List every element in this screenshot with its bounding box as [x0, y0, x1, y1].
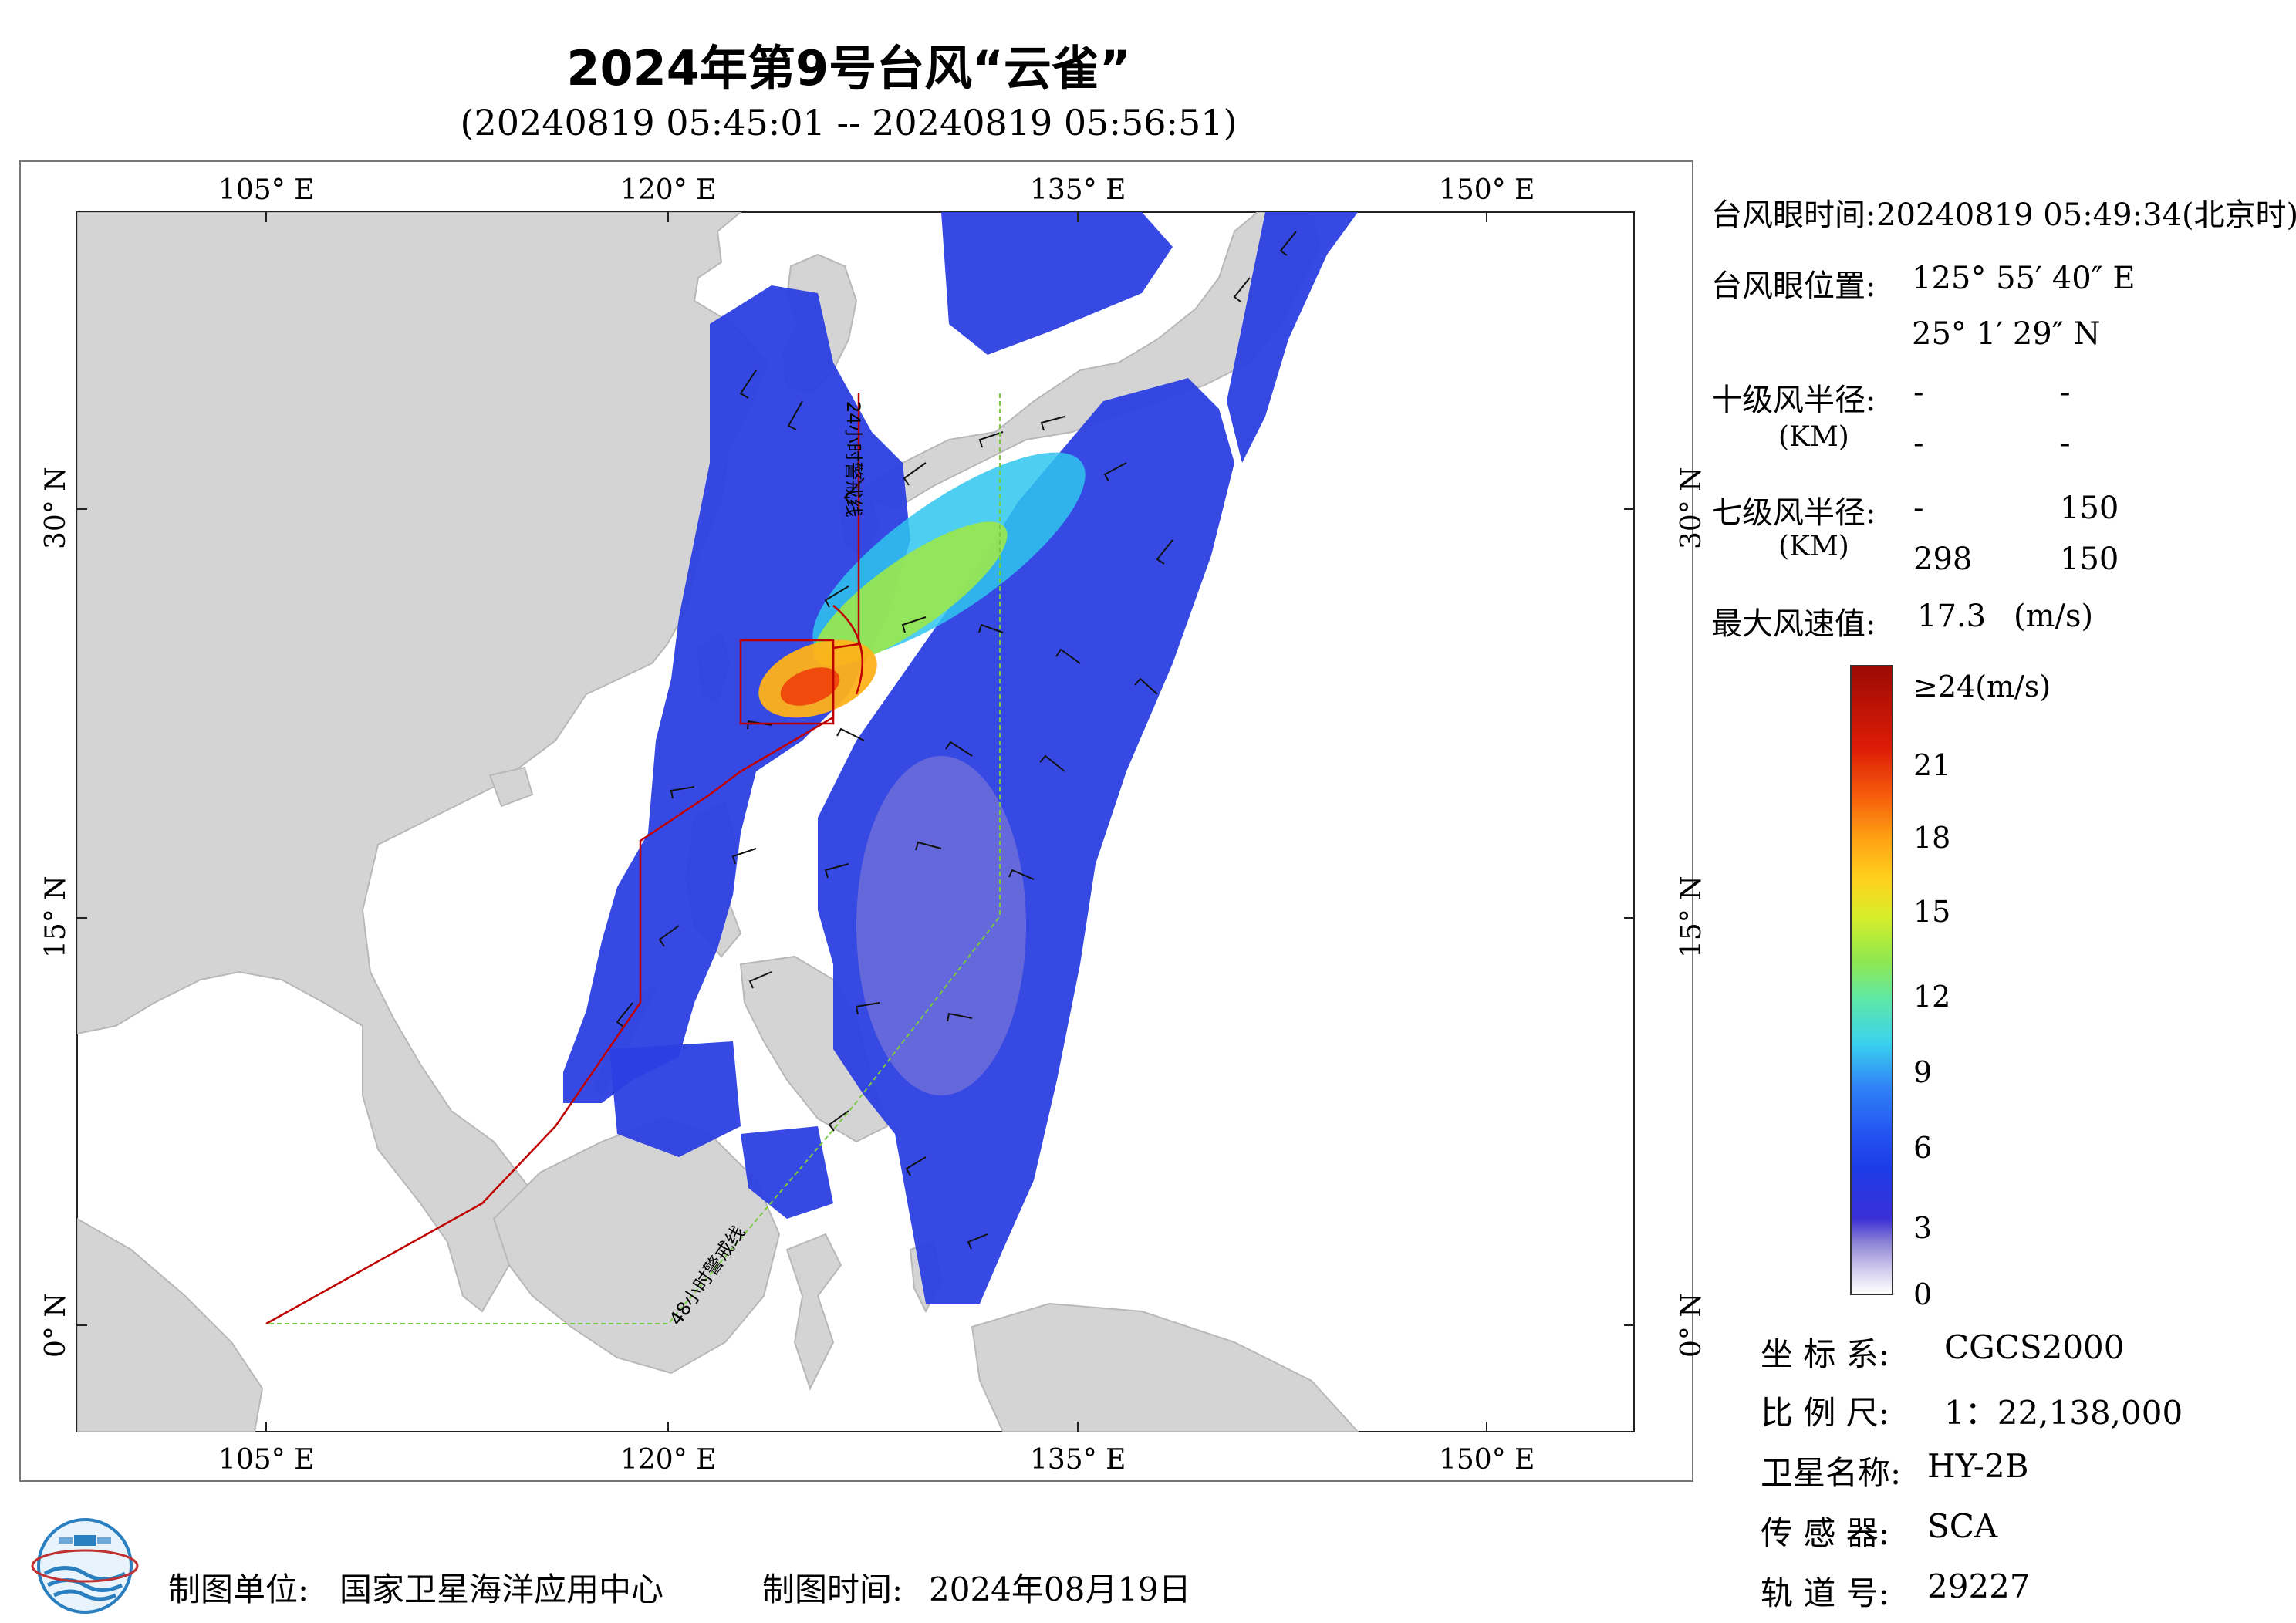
warning-line-24h: [265, 393, 860, 1325]
warning-line-48h: [266, 393, 1001, 1324]
lon-label-150-bottom: 150° E: [1439, 1444, 1535, 1476]
strong-wind-band: [813, 521, 1008, 666]
new-guinea: [971, 1302, 1359, 1432]
lat-label-15-left: 15° N: [40, 876, 72, 958]
max-wind-label: 最大风速值:: [1711, 606, 1876, 642]
wind-barbs: [616, 231, 1297, 1250]
satellite-label: 卫星名称:: [1761, 1454, 1902, 1492]
lon-label-105-bottom: 105° E: [218, 1444, 315, 1476]
typhoon-eye-arc: [832, 605, 864, 695]
lon-label-120-top: 120° E: [620, 174, 717, 206]
sulawesi: [785, 1233, 842, 1391]
warning-24h-label: 24小时警戒线: [842, 401, 864, 518]
r10-value-se: -: [2060, 375, 2071, 410]
swath-borneo-patch: [609, 1041, 741, 1157]
r7-value-se: 150: [2060, 491, 2119, 526]
scale-value: 1：22,138,000: [1944, 1394, 2183, 1432]
eye-position-label: 台风眼位置:: [1711, 268, 1876, 304]
crs-label: 坐 标 系:: [1761, 1335, 1889, 1373]
observation-time-range: (20240819 05:45:01 -- 20240819 05:56:51): [460, 102, 1237, 143]
wind-speed-colorbar: [1850, 665, 1893, 1295]
legend-label-21: 21: [1913, 748, 1951, 782]
eye-time-value: 20240819 05:49:34(北京时): [1876, 197, 2296, 233]
max-wind-unit: (m/s): [2014, 599, 2094, 634]
r7-label: 七级风半径:: [1711, 495, 1876, 531]
orbit-label: 轨 道 号:: [1761, 1574, 1889, 1612]
lon-label-120-bottom: 120° E: [620, 1444, 717, 1476]
mindanao-visayas: [739, 955, 889, 1143]
eye-longitude: 125° 55′ 40″ E: [1912, 261, 2136, 296]
r10-value-ne: -: [1913, 375, 1924, 410]
lat-label-15-right: 15° N: [1676, 876, 1707, 958]
swath-far-north: [1227, 212, 1358, 463]
lon-label-150-top: 150° E: [1439, 174, 1535, 206]
crs-value: CGCS2000: [1944, 1328, 2125, 1366]
satellite-value: HY-2B: [1927, 1447, 2029, 1485]
sensor-label: 传 感 器:: [1761, 1514, 1889, 1552]
lon-label-105-top: 105° E: [218, 174, 315, 206]
swath-sulawesi-patch: [741, 1126, 833, 1219]
legend-label-18: 18: [1913, 821, 1951, 855]
legend-label-15: 15: [1913, 895, 1951, 929]
swath-north: [941, 212, 1173, 355]
production-date-label: 制图时间:: [762, 1571, 903, 1608]
r7-value-ne: -: [1913, 491, 1924, 526]
r10-unit: (KM): [1778, 421, 1849, 453]
lat-label-0-left: 0° N: [40, 1293, 72, 1358]
hainan: [488, 766, 534, 808]
legend-label-12: 12: [1913, 980, 1951, 1014]
production-date-value: 2024年08月19日: [929, 1571, 1191, 1608]
r7-unit: (KM): [1778, 531, 1849, 562]
producer-label: 制图单位:: [168, 1571, 309, 1608]
legend-label-3: 3: [1913, 1211, 1933, 1245]
nsoas-logo-icon: [31, 1518, 139, 1614]
legend-label-9: 9: [1913, 1055, 1933, 1089]
typhoon-max-wind: [780, 667, 840, 706]
sumatra: [77, 1217, 264, 1432]
lat-label-0-right: 0° N: [1676, 1293, 1707, 1358]
eye-latitude: 25° 1′ 29″ N: [1912, 316, 2101, 352]
lon-label-135-bottom: 135° E: [1030, 1444, 1126, 1476]
r10-label: 十级风半径:: [1711, 383, 1876, 418]
lat-label-30-right: 30° N: [1676, 467, 1707, 549]
wind-swath-layer: [563, 212, 1358, 1304]
r7-value-sw: 298: [1913, 542, 1973, 577]
orbit-value: 29227: [1927, 1567, 2031, 1605]
r10-value-sw: -: [1913, 426, 1924, 461]
legend-label-24: ≥24(m/s): [1913, 670, 2051, 704]
producer-value: 国家卫星海洋应用中心: [339, 1571, 664, 1608]
sensor-value: SCA: [1927, 1507, 1998, 1545]
lat-label-30-left: 30° N: [40, 467, 72, 549]
eye-time-label: 台风眼时间:: [1711, 197, 1876, 233]
legend-label-0: 0: [1913, 1277, 1933, 1311]
lon-label-135-top: 135° E: [1030, 174, 1126, 206]
map-ticks: [77, 212, 1634, 1432]
typhoon-eye-box: [739, 639, 835, 725]
swath-west: [563, 285, 910, 1103]
legend-label-6: 6: [1913, 1131, 1933, 1165]
r7-value-nw: 150: [2060, 542, 2119, 577]
r10-value-nw: -: [2060, 426, 2071, 461]
scale-label: 比 例 尺:: [1761, 1394, 1889, 1432]
map-title: 2024年第9号台风“云雀”: [566, 40, 1131, 96]
calm-region: [856, 756, 1026, 1095]
max-wind-value: 17.3: [1917, 599, 1987, 634]
